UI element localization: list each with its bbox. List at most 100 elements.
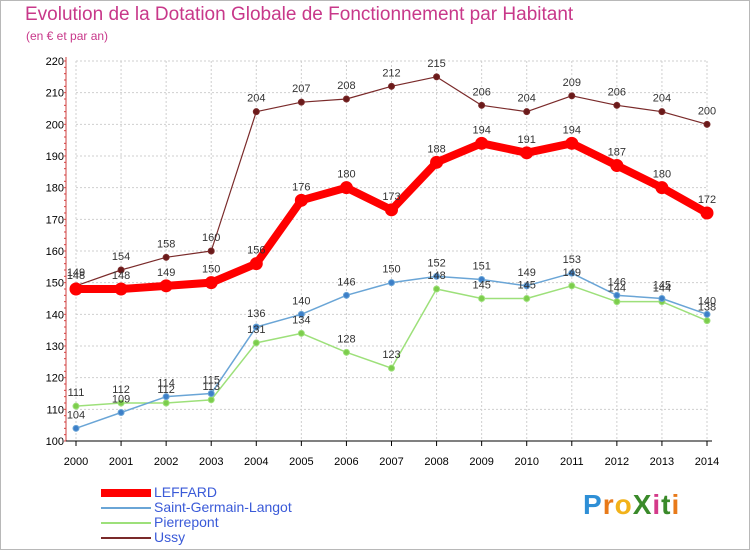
y-tick-label-190: 190 (46, 151, 64, 163)
y-tick-label-180: 180 (46, 183, 64, 195)
data-label-saint-germain-langot: 140 (292, 295, 310, 307)
data-label-leffard: 148 (67, 270, 85, 282)
data-label-pierrepont: 134 (292, 314, 310, 326)
data-point-pierrepont (523, 295, 531, 302)
data-label-ussy: 206 (472, 86, 490, 98)
data-label-leffard: 156 (247, 245, 265, 257)
data-label-leffard: 149 (157, 267, 175, 279)
data-point-ussy (478, 101, 486, 109)
data-label-leffard: 194 (472, 124, 490, 136)
data-point-saint-germain-langot (117, 409, 125, 416)
data-point-saint-germain-langot (568, 269, 576, 277)
logo-letter: r (602, 489, 615, 520)
data-point-leffard (204, 276, 218, 290)
data-point-leffard (159, 279, 173, 293)
data-point-ussy (568, 92, 576, 100)
x-tick-label-2010: 2010 (514, 456, 538, 468)
data-point-saint-germain-langot (613, 291, 621, 299)
data-point-saint-germain-langot (252, 323, 260, 331)
data-label-saint-germain-langot: 151 (472, 261, 490, 273)
y-tick-label-220: 220 (46, 56, 64, 68)
data-label-saint-germain-langot: 109 (112, 394, 130, 406)
data-label-pierrepont: 144 (608, 283, 626, 295)
data-label-ussy: 160 (202, 232, 220, 244)
data-point-ussy (117, 266, 125, 274)
data-point-leffard (69, 282, 83, 296)
data-point-pierrepont (72, 402, 80, 410)
data-label-leffard: 188 (427, 143, 445, 155)
data-label-pierrepont: 123 (382, 349, 400, 361)
data-label-ussy: 204 (247, 93, 265, 105)
proxiti-logo: ProXiti (583, 489, 680, 521)
legend-label: LEFFARD (154, 484, 218, 500)
data-label-ussy: 209 (563, 77, 581, 89)
data-point-leffard (249, 257, 263, 271)
data-label-saint-germain-langot: 114 (157, 378, 175, 390)
data-label-leffard: 172 (698, 194, 716, 206)
data-label-ussy: 200 (698, 105, 716, 117)
legend-label: Pierrepont (154, 514, 219, 530)
data-label-ussy: 212 (382, 67, 400, 79)
data-label-saint-germain-langot: 136 (247, 308, 265, 320)
logo-letter: i (671, 489, 681, 520)
data-label-saint-germain-langot: 153 (563, 254, 581, 266)
data-point-saint-germain-langot (658, 295, 666, 302)
x-tick-label-2013: 2013 (650, 456, 674, 468)
y-tick-label-120: 120 (46, 373, 64, 385)
data-label-ussy: 208 (337, 80, 355, 92)
data-label-saint-germain-langot: 149 (518, 267, 536, 279)
data-point-ussy (433, 73, 441, 81)
data-point-ussy (703, 120, 711, 128)
legend-swatch (101, 489, 151, 497)
y-tick-label-210: 210 (46, 88, 64, 100)
data-label-leffard: 148 (112, 270, 130, 282)
data-label-pierrepont: 112 (157, 384, 175, 396)
x-tick-label-2000: 2000 (64, 456, 88, 468)
data-label-pierrepont: 112 (112, 384, 130, 396)
data-label-saint-germain-langot: 152 (427, 257, 445, 269)
data-point-pierrepont (703, 317, 711, 325)
data-point-pierrepont (613, 298, 621, 306)
logo-letter: o (614, 489, 633, 520)
data-label-leffard: 176 (292, 181, 310, 193)
data-point-leffard (339, 181, 353, 195)
data-label-saint-germain-langot: 115 (202, 375, 220, 387)
x-tick-label-2009: 2009 (469, 456, 493, 468)
data-point-leffard (475, 136, 489, 150)
y-tick-label-100: 100 (46, 436, 64, 448)
data-label-saint-germain-langot: 150 (382, 264, 400, 276)
x-tick-label-2003: 2003 (199, 456, 223, 468)
x-tick-label-2012: 2012 (605, 456, 629, 468)
data-point-ussy (658, 108, 666, 116)
data-point-leffard (565, 136, 579, 150)
data-point-leffard (700, 206, 714, 220)
data-label-pierrepont: 138 (698, 302, 716, 314)
y-tick-label-140: 140 (46, 309, 64, 321)
chart-title: Evolution de la Dotation Globale de Fonc… (25, 4, 574, 25)
data-point-ussy (207, 247, 215, 255)
x-tick-label-2001: 2001 (109, 456, 133, 468)
chart-subtitle: (en € et par an) (26, 29, 109, 43)
x-tick-label-2006: 2006 (334, 456, 358, 468)
data-point-pierrepont (433, 285, 441, 293)
x-tick-label-2008: 2008 (424, 456, 448, 468)
data-point-saint-germain-langot (478, 276, 486, 283)
data-point-pierrepont (388, 364, 395, 372)
data-point-ussy (252, 108, 260, 116)
data-point-leffard (430, 155, 444, 169)
data-point-leffard (655, 181, 669, 195)
data-label-ussy: 206 (608, 86, 626, 98)
data-point-ussy (613, 101, 621, 109)
data-label-saint-germain-langot: 145 (653, 280, 671, 292)
data-point-leffard (114, 282, 128, 296)
data-point-ussy (523, 108, 531, 116)
data-point-saint-germain-langot (72, 424, 80, 432)
data-label-pierrepont: 148 (427, 270, 445, 282)
y-tick-label-170: 170 (46, 214, 64, 226)
data-point-ussy (162, 253, 170, 261)
data-point-leffard (385, 203, 398, 217)
data-label-ussy: 204 (518, 93, 536, 105)
data-label-leffard: 194 (563, 124, 581, 136)
data-label-leffard: 187 (608, 147, 626, 159)
data-label-ussy: 207 (292, 83, 310, 95)
